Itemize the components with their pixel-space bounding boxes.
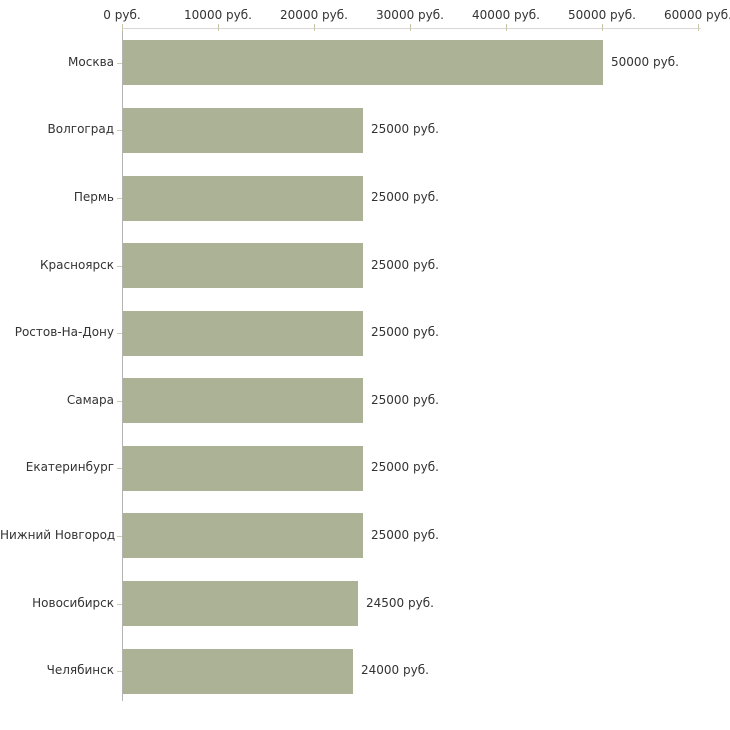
value-axis-tick-label: 40000 руб. xyxy=(472,8,540,22)
bar[interactable] xyxy=(123,40,603,85)
category-axis-tick xyxy=(117,333,122,334)
bar[interactable] xyxy=(123,378,363,423)
category-axis-line xyxy=(122,28,123,701)
bar[interactable] xyxy=(123,581,358,626)
category-label: Новосибирск xyxy=(32,596,114,610)
value-axis-tick xyxy=(218,24,219,31)
value-axis-tick-label: 30000 руб. xyxy=(376,8,444,22)
bar-value-label: 25000 руб. xyxy=(371,460,439,474)
category-label: Красноярск xyxy=(40,258,114,272)
category-label: Волгоград xyxy=(47,122,114,136)
bar[interactable] xyxy=(123,243,363,288)
bar-value-label: 25000 руб. xyxy=(371,122,439,136)
bar[interactable] xyxy=(123,311,363,356)
category-axis-tick xyxy=(117,604,122,605)
category-axis-tick xyxy=(117,63,122,64)
category-axis-tick xyxy=(117,401,122,402)
bar-value-label: 25000 руб. xyxy=(371,325,439,339)
bar-value-label: 24500 руб. xyxy=(366,596,434,610)
bar[interactable] xyxy=(123,176,363,221)
value-axis-tick xyxy=(122,24,123,31)
category-label: Самара xyxy=(66,393,114,407)
category-label: Ростов-На-Дону xyxy=(14,325,114,339)
bar[interactable] xyxy=(123,108,363,153)
category-label: Пермь xyxy=(73,190,114,204)
value-axis-tick xyxy=(698,24,699,31)
bar-value-label: 50000 руб. xyxy=(611,55,679,69)
bar[interactable] xyxy=(123,446,363,491)
bar-value-label: 25000 руб. xyxy=(371,528,439,542)
category-label: Екатеринбург xyxy=(25,460,114,474)
category-axis-tick xyxy=(117,671,122,672)
value-axis-line xyxy=(122,28,701,29)
category-label: Москва xyxy=(68,55,114,69)
bar[interactable] xyxy=(123,649,353,694)
bar-value-label: 25000 руб. xyxy=(371,393,439,407)
value-axis-tick-label: 20000 руб. xyxy=(280,8,348,22)
value-axis-tick-label: 0 руб. xyxy=(103,8,141,22)
category-axis-tick xyxy=(117,468,122,469)
bar-value-label: 24000 руб. xyxy=(361,663,429,677)
value-axis-tick-label: 10000 руб. xyxy=(184,8,252,22)
value-axis-tick xyxy=(506,24,507,31)
value-axis-tick-label: 50000 руб. xyxy=(568,8,636,22)
category-label: Челябинск xyxy=(46,663,114,677)
bar[interactable] xyxy=(123,513,363,558)
value-axis-tick-label: 60000 руб. xyxy=(664,8,730,22)
value-axis-tick xyxy=(314,24,315,31)
bar-value-label: 25000 руб. xyxy=(371,190,439,204)
category-axis-tick xyxy=(117,130,122,131)
bar-value-label: 25000 руб. xyxy=(371,258,439,272)
category-axis-tick xyxy=(117,536,122,537)
value-axis-tick xyxy=(410,24,411,31)
category-label: Нижний Новгород xyxy=(0,528,116,542)
value-axis-tick xyxy=(602,24,603,31)
category-axis-tick xyxy=(117,266,122,267)
category-axis-tick xyxy=(117,198,122,199)
